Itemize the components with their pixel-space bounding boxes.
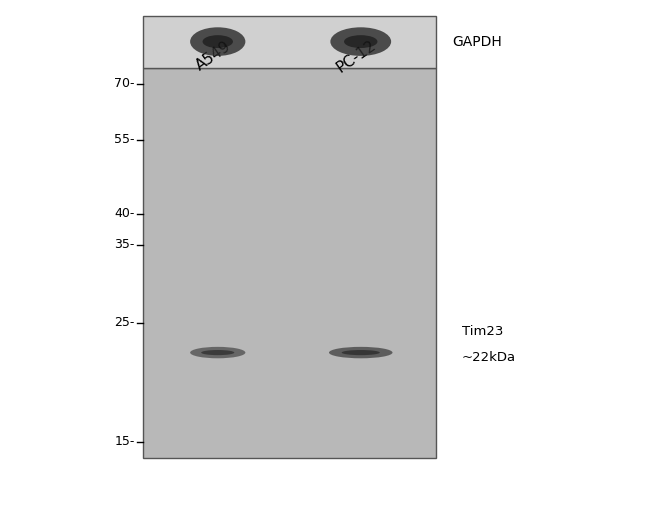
Ellipse shape: [342, 350, 380, 355]
Text: A549: A549: [193, 39, 234, 74]
Ellipse shape: [203, 35, 233, 48]
Ellipse shape: [202, 350, 234, 355]
Text: PC-12: PC-12: [334, 37, 379, 75]
Bar: [143, 68, 436, 458]
Ellipse shape: [190, 27, 246, 56]
Ellipse shape: [190, 347, 246, 358]
Text: 70-: 70-: [114, 77, 135, 90]
Text: 55-: 55-: [114, 133, 135, 146]
Ellipse shape: [344, 35, 378, 48]
Text: 40-: 40-: [114, 207, 135, 220]
Text: 15-: 15-: [114, 435, 135, 448]
Ellipse shape: [329, 347, 393, 358]
Ellipse shape: [330, 27, 391, 56]
Text: ~22kDa: ~22kDa: [462, 352, 515, 365]
Bar: [143, 16, 436, 68]
Text: Tim23: Tim23: [462, 326, 503, 339]
Text: 35-: 35-: [114, 238, 135, 251]
Text: GAPDH: GAPDH: [452, 35, 502, 48]
Text: 25-: 25-: [114, 316, 135, 329]
